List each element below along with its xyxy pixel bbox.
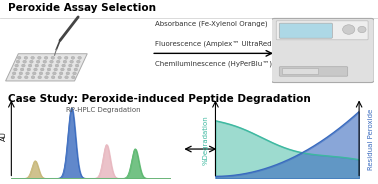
FancyBboxPatch shape <box>271 18 374 82</box>
Circle shape <box>55 64 59 67</box>
Circle shape <box>70 60 73 63</box>
Text: Case Study: Peroxide-induced Peptide Degradation: Case Study: Peroxide-induced Peptide Deg… <box>8 94 310 104</box>
Circle shape <box>58 76 62 79</box>
Circle shape <box>73 72 76 75</box>
Circle shape <box>18 76 22 79</box>
Circle shape <box>51 56 54 59</box>
Circle shape <box>20 68 24 71</box>
Circle shape <box>39 72 43 75</box>
Circle shape <box>28 64 32 67</box>
Circle shape <box>54 68 57 71</box>
Circle shape <box>48 64 52 67</box>
Circle shape <box>58 56 61 59</box>
Text: Fluorescence (Amplex™ UltraRed): Fluorescence (Amplex™ UltraRed) <box>155 40 274 47</box>
Circle shape <box>12 72 16 75</box>
Circle shape <box>50 60 53 63</box>
FancyBboxPatch shape <box>279 23 332 38</box>
Circle shape <box>35 64 39 67</box>
Text: %Degradation: %Degradation <box>202 115 208 165</box>
Circle shape <box>63 60 67 63</box>
Circle shape <box>34 68 37 71</box>
Circle shape <box>45 76 48 79</box>
Text: AU: AU <box>1 131 6 141</box>
Text: RP-HPLC Degradation: RP-HPLC Degradation <box>66 107 141 113</box>
Circle shape <box>37 56 41 59</box>
Circle shape <box>16 60 20 63</box>
Circle shape <box>14 68 17 71</box>
Circle shape <box>47 68 51 71</box>
Circle shape <box>31 56 34 59</box>
Circle shape <box>15 64 19 67</box>
Polygon shape <box>6 54 87 81</box>
Circle shape <box>22 64 25 67</box>
Circle shape <box>64 56 68 59</box>
Circle shape <box>60 68 64 71</box>
Circle shape <box>44 56 48 59</box>
Circle shape <box>78 56 81 59</box>
Circle shape <box>33 72 36 75</box>
Circle shape <box>40 68 44 71</box>
Circle shape <box>23 60 26 63</box>
Circle shape <box>358 26 366 33</box>
Circle shape <box>68 64 72 67</box>
FancyBboxPatch shape <box>276 21 368 40</box>
Circle shape <box>65 76 68 79</box>
Circle shape <box>11 76 15 79</box>
Circle shape <box>51 76 55 79</box>
Text: Residual Peroxide: Residual Peroxide <box>368 109 374 170</box>
Circle shape <box>62 64 65 67</box>
Polygon shape <box>282 68 318 74</box>
Circle shape <box>46 72 50 75</box>
Text: Peroxide Assay Selection: Peroxide Assay Selection <box>8 3 156 13</box>
Circle shape <box>42 64 45 67</box>
Circle shape <box>342 25 355 34</box>
Circle shape <box>67 68 71 71</box>
Circle shape <box>19 72 23 75</box>
Circle shape <box>29 60 33 63</box>
Circle shape <box>26 72 29 75</box>
FancyBboxPatch shape <box>279 67 348 76</box>
Circle shape <box>74 68 77 71</box>
Circle shape <box>24 56 28 59</box>
Circle shape <box>53 72 56 75</box>
Text: Absorbance (Fe-Xylenol Orange): Absorbance (Fe-Xylenol Orange) <box>155 20 268 27</box>
Circle shape <box>76 60 80 63</box>
Circle shape <box>36 60 40 63</box>
Circle shape <box>38 76 42 79</box>
Circle shape <box>17 56 21 59</box>
Circle shape <box>43 60 46 63</box>
Circle shape <box>75 64 79 67</box>
Circle shape <box>66 72 70 75</box>
Circle shape <box>71 56 75 59</box>
Circle shape <box>59 72 63 75</box>
Text: Chemiluminescence (HyPerBlu™): Chemiluminescence (HyPerBlu™) <box>155 61 272 67</box>
Circle shape <box>71 76 75 79</box>
Circle shape <box>25 76 28 79</box>
Circle shape <box>27 68 31 71</box>
Circle shape <box>56 60 60 63</box>
Circle shape <box>31 76 35 79</box>
